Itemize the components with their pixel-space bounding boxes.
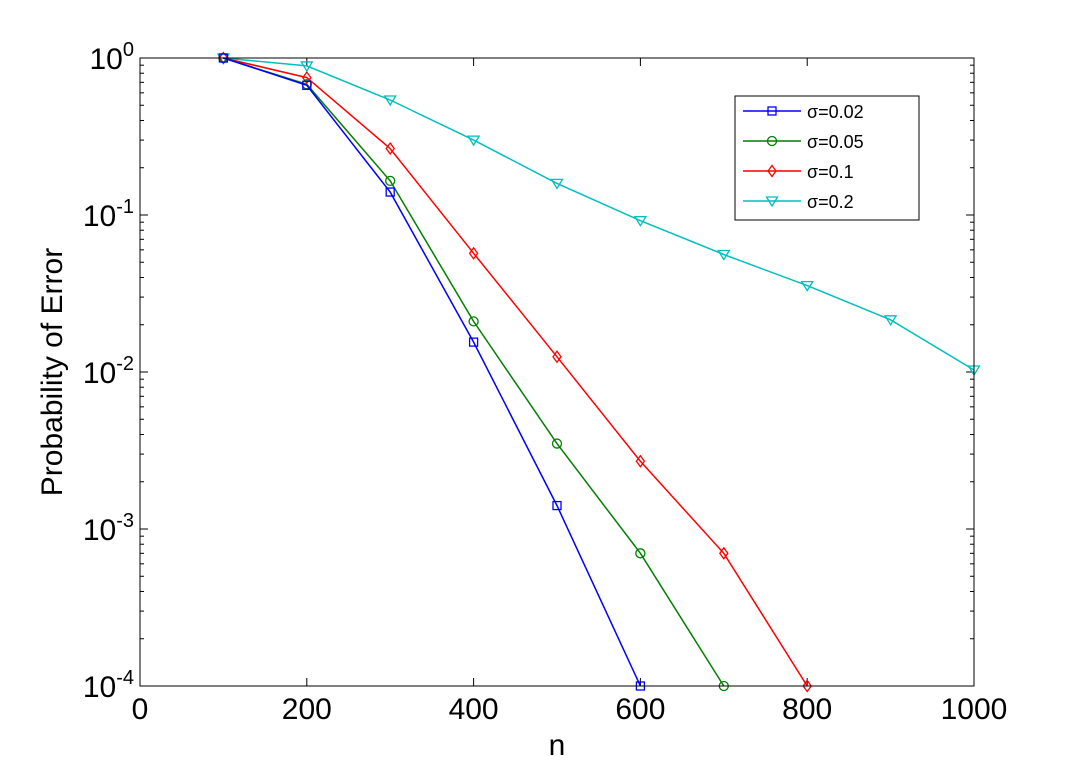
data-point: [802, 679, 813, 693]
y-tick-label: 10-4: [83, 667, 134, 704]
series-line: [223, 57, 725, 687]
tick-labels: 0 200 400 600 800 1000 100 10-1 10-2 10-3 10-4: [83, 39, 1008, 726]
data-point: [635, 454, 646, 468]
data-point: [218, 51, 229, 65]
data-point: [550, 178, 564, 190]
data-point: [466, 135, 481, 147]
y-tick-label: 10-3: [83, 510, 134, 547]
data-point: [385, 175, 396, 187]
series-line: [223, 57, 808, 687]
data-point: [551, 438, 563, 449]
x-tick-label: 1000: [941, 693, 1008, 726]
data-point: [767, 106, 777, 116]
y-tick-label: 100: [90, 39, 135, 76]
data-point: [635, 548, 646, 559]
data-point: [385, 187, 395, 197]
legend: σ=0.02 σ=0.05 σ=0.1 σ=0.2: [734, 95, 920, 221]
legend-label: σ=0.05: [807, 132, 864, 152]
data-point: [302, 80, 312, 90]
x-tick-label: 0: [132, 693, 149, 726]
data-point: [468, 337, 479, 347]
legend-label: σ=0.1: [807, 162, 854, 182]
data-point: [633, 216, 648, 227]
x-tick-label: 200: [282, 693, 332, 726]
data-point: [383, 95, 397, 107]
y-tick-label: 10-2: [83, 353, 134, 390]
data-point: [718, 546, 729, 560]
y-axis-title: Probability of Error: [36, 248, 69, 496]
data-point: [765, 196, 779, 208]
series-layer: [216, 51, 981, 693]
series-3: [216, 53, 981, 377]
x-tick-label: 600: [615, 693, 665, 726]
data-point: [300, 61, 314, 73]
series-line: [223, 57, 642, 687]
data-point: [552, 500, 562, 511]
legend-label: σ=0.02: [807, 102, 864, 122]
plot-frame: [139, 57, 975, 687]
data-point: [883, 315, 898, 327]
data-point: [468, 316, 479, 327]
data-point: [468, 246, 479, 260]
data-point: [385, 141, 396, 156]
legend-label: σ=0.2: [807, 192, 854, 212]
series-2: [218, 51, 813, 693]
data-point: [800, 280, 814, 292]
x-axis-title: n: [549, 729, 566, 762]
data-point: [717, 249, 731, 261]
series-0: [218, 53, 646, 691]
x-tick-label: 800: [782, 693, 832, 726]
y-tick-label: 10-1: [83, 196, 134, 233]
data-point: [301, 71, 312, 85]
legend-box: [734, 95, 920, 221]
data-point: [766, 135, 778, 147]
data-point: [552, 350, 562, 364]
data-point: [767, 164, 777, 178]
series-line: [223, 57, 975, 371]
x-tick-label: 400: [449, 693, 499, 726]
